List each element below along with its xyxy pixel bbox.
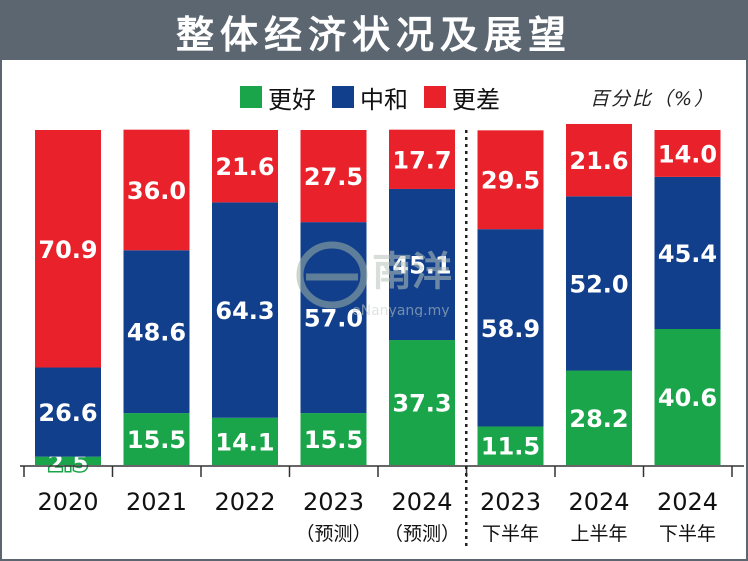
data-label-worse-1: 36.0 <box>127 177 186 205</box>
x-tick-label-5: 2023 <box>480 488 541 516</box>
data-label-neutral-0: 26.6 <box>38 399 97 427</box>
data-label-neutral-2: 64.3 <box>215 297 274 325</box>
legend-item-worse: 更差 <box>424 80 500 115</box>
bar-neutral-7 <box>654 176 721 329</box>
data-label-worse-2: 21.6 <box>215 153 274 181</box>
bar-better-0 <box>35 456 101 465</box>
x-tick-label-4: 2024 <box>391 488 452 516</box>
data-label-worse-3: 27.5 <box>304 163 363 191</box>
legend-label-better: 更好 <box>268 85 316 114</box>
bar-neutral-5 <box>477 229 544 427</box>
bar-neutral-6 <box>566 196 632 371</box>
bar-better-4 <box>389 340 455 465</box>
legend-item-neutral: 中和 <box>332 80 408 115</box>
legend-swatch-neutral <box>332 86 354 108</box>
data-label-worse-4: 17.7 <box>392 146 451 174</box>
bar-better-7 <box>654 328 721 465</box>
data-label-neutral-5: 58.9 <box>481 315 540 343</box>
x-tick-label-2: 2022 <box>214 488 275 516</box>
bar-better-2 <box>212 417 278 465</box>
bar-worse-6 <box>566 123 632 197</box>
x-tick-label-1: 2021 <box>126 488 187 516</box>
data-label-worse-0: 70.9 <box>38 236 97 264</box>
data-label-better-4: 37.3 <box>392 390 451 418</box>
bar-neutral-1 <box>123 250 190 414</box>
x-tick-label-7: 2024 <box>657 488 718 516</box>
legend-label-neutral: 中和 <box>360 85 408 114</box>
data-label-worse-7: 14.0 <box>658 140 717 168</box>
bar-better-1 <box>123 413 190 465</box>
data-label-neutral-6: 52.0 <box>569 270 628 298</box>
legend: 更好 中和 更差 <box>240 80 516 115</box>
x-tick-label-6: 2024 <box>568 488 629 516</box>
bar-worse-7 <box>654 130 721 177</box>
bar-worse-3 <box>300 130 367 223</box>
bar-better-6 <box>566 370 632 465</box>
data-label-neutral-3: 57.0 <box>304 305 363 333</box>
x-tick-label-3: 2023 <box>303 488 364 516</box>
x-tick-sublabel-3: （预测） <box>295 523 371 545</box>
data-label-better-1: 15.5 <box>127 426 186 454</box>
unit-label: 百分比（%） <box>590 87 716 110</box>
data-label-better-7: 40.6 <box>658 384 717 412</box>
chart-title: 整体经济状况及展望 <box>175 12 572 57</box>
title-bar: 整体经济状况及展望 <box>2 2 746 60</box>
data-label-neutral-7: 45.4 <box>658 240 717 268</box>
bar-neutral-0 <box>35 367 101 457</box>
data-label-worse-6: 21.6 <box>569 147 628 175</box>
data-label-neutral-1: 48.6 <box>127 319 186 347</box>
x-tick-sublabel-7: 下半年 <box>659 523 716 545</box>
data-label-better-2: 14.1 <box>215 428 274 456</box>
data-label-better-3: 15.5 <box>304 426 363 454</box>
legend-label-worse: 更差 <box>452 85 500 114</box>
x-tick-sublabel-5: 下半年 <box>482 523 539 545</box>
data-label-better-5: 11.5 <box>481 433 540 461</box>
x-tick-label-0: 2020 <box>37 488 98 516</box>
legend-item-better: 更好 <box>240 80 316 115</box>
legend-swatch-worse <box>424 86 446 108</box>
bar-worse-4 <box>389 129 455 189</box>
data-label-better-6: 28.2 <box>569 405 628 433</box>
data-label-neutral-4: 45.1 <box>392 252 451 280</box>
bar-better-3 <box>300 413 367 465</box>
data-label-worse-5: 29.5 <box>481 167 540 195</box>
bar-worse-0 <box>35 130 101 368</box>
x-tick-sublabel-4: （预测） <box>384 523 460 545</box>
bar-neutral-4 <box>389 188 455 341</box>
legend-swatch-better <box>240 86 262 108</box>
x-tick-sublabel-6: 上半年 <box>570 523 627 545</box>
bar-worse-5 <box>477 130 544 230</box>
bar-worse-2 <box>212 130 278 203</box>
bar-neutral-2 <box>212 202 278 418</box>
bar-worse-1 <box>123 129 190 251</box>
bar-better-5 <box>477 426 544 465</box>
